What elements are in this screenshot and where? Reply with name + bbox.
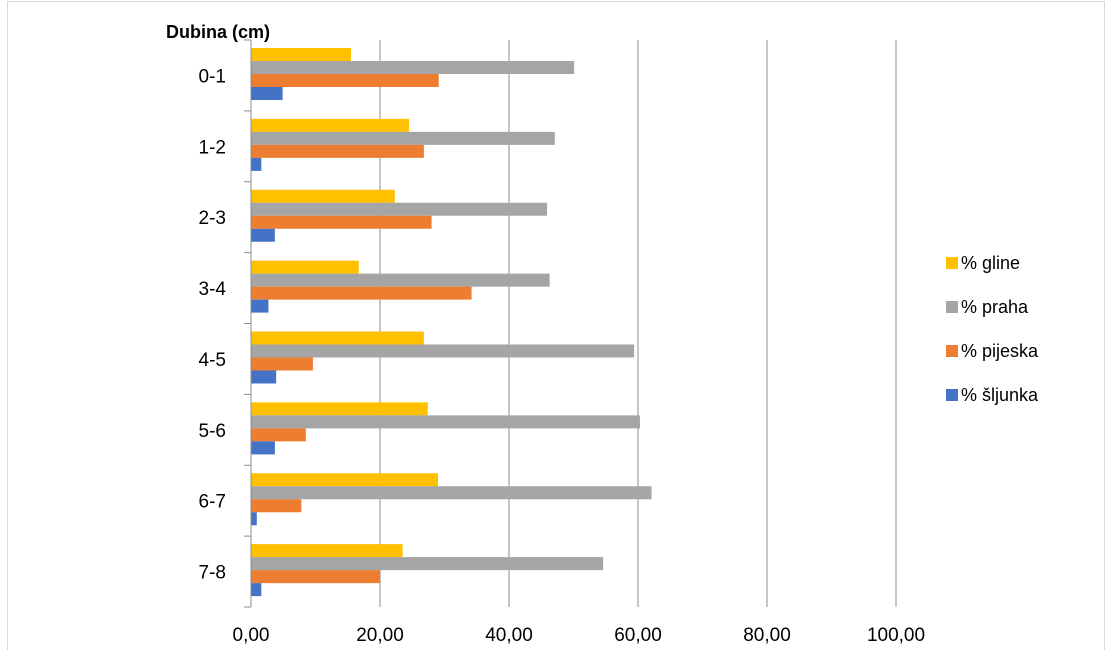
bar: [251, 331, 424, 345]
bar: [251, 157, 262, 171]
bar: [251, 202, 548, 216]
bar: [251, 260, 359, 274]
bar: [251, 402, 428, 416]
legend-label: % šljunka: [961, 385, 1039, 405]
legend-swatch: [946, 345, 958, 357]
bar: [251, 48, 351, 61]
legend-label: % gline: [961, 253, 1020, 273]
y-tick-label: 3-4: [199, 279, 227, 300]
x-tick-label: 0,00: [233, 625, 270, 646]
bar: [251, 512, 257, 526]
y-tick-label: 6-7: [199, 492, 226, 513]
legend-swatch: [946, 389, 958, 401]
bar: [251, 428, 306, 442]
legend-label: % pijeska: [961, 341, 1039, 361]
legend-label: % praha: [961, 297, 1029, 317]
bar: [251, 370, 277, 384]
bar: [251, 74, 439, 87]
y-tick-label: 5-6: [199, 421, 226, 442]
bar: [251, 570, 380, 584]
bar: [251, 583, 262, 597]
bar: [251, 486, 652, 500]
bar: [251, 544, 403, 558]
chart-border: [7, 1, 1105, 650]
legend-swatch: [946, 301, 958, 313]
y-axis-title: Dubina (cm): [166, 22, 270, 42]
x-tick-label: 60,00: [614, 625, 662, 646]
y-tick-label: 1-2: [199, 137, 226, 158]
bar: [251, 344, 635, 358]
legend-swatch: [946, 257, 958, 269]
bar: [251, 131, 555, 145]
bar: [251, 441, 275, 455]
x-tick-label: 80,00: [743, 625, 791, 646]
bar: [251, 87, 283, 100]
bar: [251, 228, 275, 242]
bar: [251, 61, 575, 74]
y-tick-label: 7-8: [199, 563, 226, 584]
x-tick-label: 40,00: [485, 625, 533, 646]
bar: [251, 499, 302, 513]
bar: [251, 273, 550, 287]
bar: [251, 557, 604, 571]
bar: [251, 189, 395, 203]
bar: [251, 357, 313, 371]
bar: [251, 299, 269, 313]
bar: [251, 144, 424, 158]
bar: [251, 215, 432, 229]
y-tick-label: 4-5: [199, 350, 226, 371]
y-tick-label: 2-3: [199, 208, 226, 229]
bar: [251, 286, 472, 300]
y-tick-label: 0-1: [199, 66, 226, 87]
x-tick-label: 20,00: [356, 625, 404, 646]
bar: [251, 118, 410, 132]
bar: [251, 415, 640, 429]
x-tick-label: 100,00: [867, 625, 925, 646]
bar: [251, 473, 439, 487]
